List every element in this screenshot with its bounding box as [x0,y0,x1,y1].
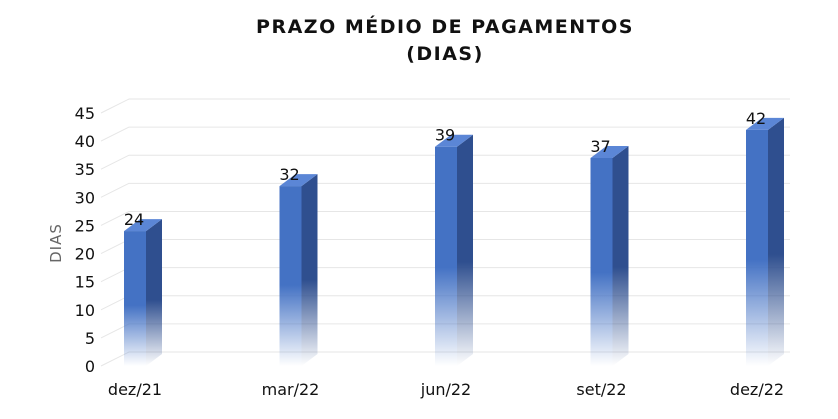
bars: 24 32 39 37 42 [124,109,784,366]
y-axis-ticks: 0 5 10 15 20 25 30 35 40 45 [75,104,95,376]
y-tick-label: 25 [75,216,95,235]
bar-side [301,174,318,366]
y-tick-label: 10 [75,301,95,320]
bar-front [124,231,146,366]
bar-side [457,134,473,366]
gridline [100,210,790,226]
y-tick-label: 45 [75,104,95,123]
y-tick-label: 30 [75,188,95,207]
data-label: 37 [590,137,610,156]
bar-dez/21: 24 [124,210,162,366]
bar-front [590,157,613,366]
x-axis-ticks: dez/21 mar/22 jun/22 set/22 dez/22 [108,380,784,399]
bar-jun/22: 39 [435,126,473,366]
data-label: 32 [279,165,299,184]
x-tick-label: dez/21 [108,380,162,399]
gridline [100,126,790,142]
bar-side [612,145,629,366]
y-tick-label: 40 [75,132,95,151]
data-label: 42 [746,109,766,128]
data-label: 39 [435,126,455,145]
bar-side [768,117,784,366]
x-tick-label: jun/22 [420,380,471,399]
bar-mar/22: 32 [279,165,318,366]
y-tick-label: 35 [75,160,95,179]
gridline [100,98,790,114]
bar-top [279,174,318,187]
x-tick-label: mar/22 [262,380,320,399]
x-tick-label: dez/22 [730,380,784,399]
gridline [100,182,790,198]
bar-top [124,219,162,232]
gridline [100,154,790,170]
chart-subtitle: (DIAS) [406,43,484,65]
bar-dez/22: 42 [746,109,784,366]
y-tick-label: 15 [75,273,95,292]
y-axis-title: DIAS [47,223,65,263]
bar-set/22: 37 [590,137,629,366]
bar-front [435,146,457,366]
y-tick-label: 5 [85,329,95,348]
y-tick-label: 0 [85,357,95,376]
data-label: 24 [124,210,144,229]
bar-front [746,129,768,366]
bar-top [590,145,629,158]
bar-top [435,134,473,147]
x-tick-label: set/22 [576,380,626,399]
bar-side [146,219,162,366]
chart-title: PRAZO MÉDIO DE PAGAMENTOS [256,15,634,38]
bar-top [746,117,784,130]
y-tick-label: 20 [75,245,95,264]
bar-front [279,186,302,366]
